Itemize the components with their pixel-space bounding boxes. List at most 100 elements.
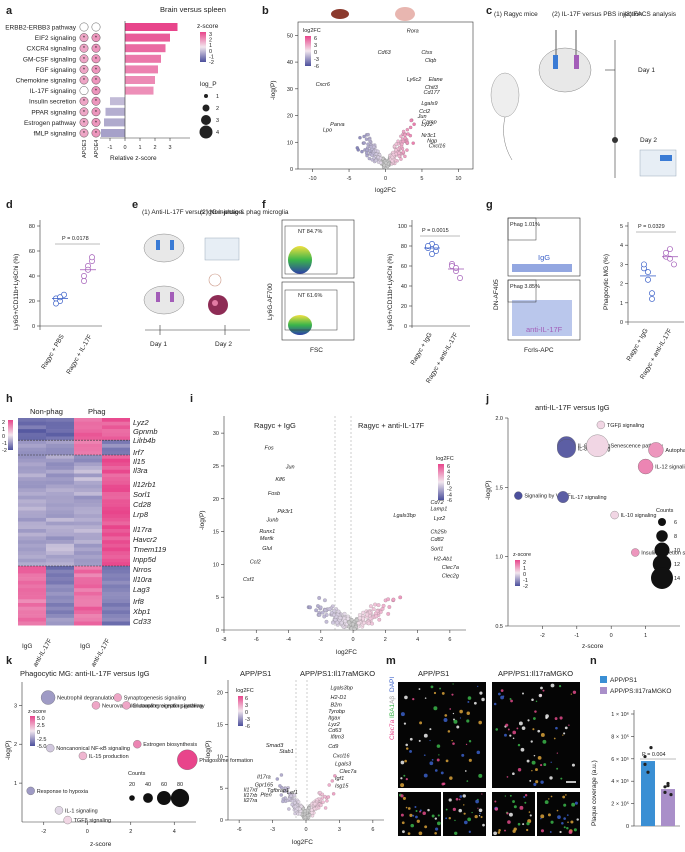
panel-b-point xyxy=(382,163,386,168)
panel-h-cell xyxy=(102,606,130,611)
panel-a-bar-2 xyxy=(125,44,166,53)
panel-b-gene-9: Cd177 xyxy=(424,90,441,96)
panel-g-point xyxy=(667,246,673,252)
panel-i-xtick-5: 2 xyxy=(384,637,387,643)
panel-n-legend-0: APP/PS1 xyxy=(610,677,637,684)
panel-i-point xyxy=(361,610,366,615)
panel-a-xtick-3: 2 xyxy=(153,145,156,151)
panel-n-ytick-4: 8 × 10⁵ xyxy=(611,733,629,740)
panel-a-dot-mark-8-1: * xyxy=(95,110,98,116)
micrograph-speck xyxy=(550,820,554,824)
panel-l-point xyxy=(330,779,334,783)
gate-g-label-anti: Phag 3.85% xyxy=(510,284,540,290)
panel-n-point xyxy=(663,785,667,789)
panel-h-cell xyxy=(74,514,102,519)
panel-b-point xyxy=(400,142,404,147)
panel-i-point xyxy=(320,610,325,615)
micrograph-speck xyxy=(400,813,404,817)
micrograph-speck xyxy=(427,808,430,812)
gate-anti xyxy=(284,289,338,331)
stain-dapi: DAPI xyxy=(389,677,396,692)
panel-g-flow-ylabel: DN-AF405 xyxy=(493,279,500,310)
micrograph-speck xyxy=(407,807,411,810)
micrograph-speck xyxy=(566,814,569,816)
micrograph-speck xyxy=(451,693,454,696)
panel-l-point xyxy=(307,806,312,810)
panel-l-point xyxy=(298,807,302,811)
panel-j-legend-title: z-score xyxy=(513,552,531,558)
micrograph-speck xyxy=(508,812,513,817)
panel-h-cell xyxy=(18,462,46,467)
panel-h-cell xyxy=(18,617,46,622)
panel-i-point xyxy=(371,607,376,611)
panel-i-point xyxy=(398,595,403,600)
panel-h-gene-9: Lrp8 xyxy=(133,510,149,519)
panel-i-ytick-2: 10 xyxy=(213,562,219,568)
panel-a-col-1: APOE4 xyxy=(94,140,100,158)
panel-h-cell xyxy=(74,429,102,434)
panel-i-gene-right-7: H2-Ab1 xyxy=(434,556,453,562)
micrograph-speck xyxy=(563,817,566,820)
panel-i-point xyxy=(387,605,392,609)
panel-l-legend-tick-2: 0 xyxy=(245,710,248,716)
panel-i-point xyxy=(343,619,348,624)
stain-clec7a: Clec7a xyxy=(389,719,396,740)
panel-i-point xyxy=(347,620,351,625)
panel-h-gene-12: Tmem119 xyxy=(133,545,167,554)
panel-i-gene-left-6: Runx1 xyxy=(259,529,275,535)
panel-b-point xyxy=(366,142,370,146)
panel-g-ytick-4: 4 xyxy=(620,243,623,249)
micrograph-speck xyxy=(467,696,472,700)
panel-a-dot-3-0 xyxy=(79,54,89,64)
panel-n-ylabel: Plaque coverage (a.u.) xyxy=(591,760,598,826)
panel-b-frame xyxy=(297,21,474,170)
micrograph-speck xyxy=(537,755,542,760)
panel-b: RoraCd63ParvaLpoCxcr6CtssClqbElaneChit3C… xyxy=(270,7,474,194)
micrograph-speck xyxy=(415,809,418,812)
day2-marker xyxy=(612,137,618,143)
micrograph-speck xyxy=(434,817,437,820)
panel-i-gene-right-2: Lamp1 xyxy=(431,507,448,513)
legend-swatch-app-ps1 xyxy=(600,676,607,683)
panel-b-gene-4: Cxcr6 xyxy=(316,82,331,88)
panel-b-point xyxy=(366,132,370,137)
micrograph-speck xyxy=(512,800,515,803)
panel-l-xtick-3: 3 xyxy=(338,827,341,833)
panel-h-cell xyxy=(74,566,102,570)
panel-h-cell xyxy=(74,462,102,467)
panel-b-colorbar xyxy=(305,36,311,66)
panel-i-xtick-1: -6 xyxy=(254,637,259,643)
panel-i-point xyxy=(338,615,343,620)
panel-f-cat-0: Ragyc + IgG xyxy=(410,332,434,367)
panel-h-cell xyxy=(74,554,102,559)
panel-h-cell xyxy=(46,510,74,515)
micrograph-speck xyxy=(443,718,448,722)
panel-h-cell xyxy=(46,566,74,570)
gate-label-igg: NT 84.7% xyxy=(298,229,322,235)
micrograph-speck xyxy=(562,734,564,736)
panel-h-cell xyxy=(102,436,130,441)
panel-h-cell xyxy=(74,492,102,496)
panel-g-point xyxy=(671,261,677,268)
micrograph-speck xyxy=(563,732,566,735)
panel-b-point xyxy=(405,148,409,152)
panel-h-cell xyxy=(46,477,74,482)
micrograph-speck xyxy=(467,700,470,703)
panel-h-cell xyxy=(18,517,46,522)
panel-h-cell xyxy=(102,462,130,467)
micrograph-speck xyxy=(445,808,448,811)
panel-a-dot-mark-10-0: * xyxy=(83,131,86,137)
panel-n-point xyxy=(666,781,670,786)
micrograph-speck xyxy=(436,758,440,762)
panel-b-point xyxy=(394,148,398,152)
panel-j-size-tick-4: 14 xyxy=(674,576,680,582)
panel-g-ylabel: Phagocytic MG (%) xyxy=(603,254,610,310)
panel-i-colorbar xyxy=(438,464,444,500)
panel-h-cell xyxy=(18,566,46,570)
micrograph-speck xyxy=(402,830,405,834)
panel-j-bubble-label-6: Signaling by VEGF xyxy=(524,494,571,500)
micrograph-speck xyxy=(422,811,426,815)
panel-k-bubble-label-4: Noncanonical NF-κB signaling xyxy=(56,746,130,752)
panel-label-h: h xyxy=(6,393,13,405)
micrograph-speck xyxy=(540,817,542,820)
